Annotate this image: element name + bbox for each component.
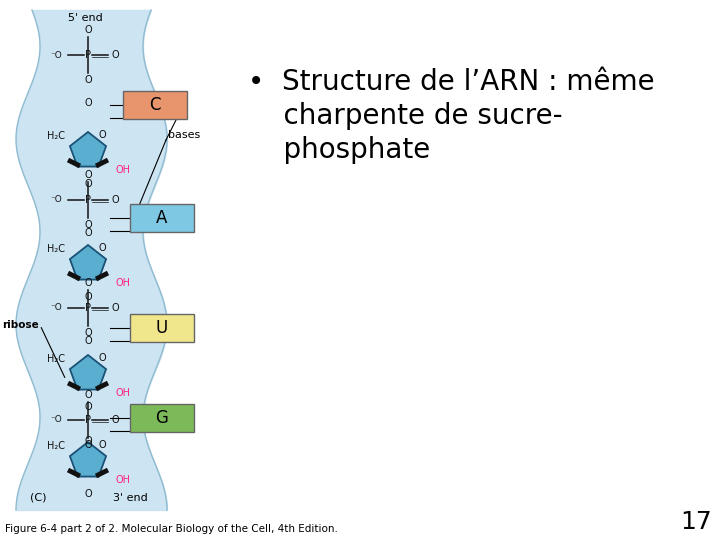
Text: O: O <box>84 170 92 180</box>
Text: 3' end: 3' end <box>112 493 148 503</box>
Text: O: O <box>98 353 106 363</box>
Text: H₂C: H₂C <box>47 131 65 141</box>
Text: O: O <box>84 25 92 35</box>
Text: O: O <box>84 292 92 302</box>
Text: (C): (C) <box>30 493 46 503</box>
FancyBboxPatch shape <box>123 91 187 119</box>
Text: O: O <box>84 278 92 288</box>
Text: O: O <box>84 436 92 446</box>
Text: O: O <box>84 440 92 450</box>
Text: G: G <box>156 409 168 427</box>
Text: OH: OH <box>116 278 131 288</box>
Text: ⁻O: ⁻O <box>50 303 62 313</box>
Text: P: P <box>85 303 91 313</box>
Polygon shape <box>70 132 106 166</box>
Text: O: O <box>98 440 106 450</box>
Text: O: O <box>84 390 92 400</box>
Text: 17: 17 <box>680 510 712 534</box>
Text: A: A <box>156 209 168 227</box>
Text: O: O <box>84 489 92 499</box>
Text: ribose: ribose <box>2 320 39 330</box>
Text: O: O <box>84 179 92 189</box>
Text: O: O <box>84 75 92 85</box>
Text: 5' end: 5' end <box>68 13 102 23</box>
Text: O: O <box>84 402 92 412</box>
Text: P: P <box>85 50 91 60</box>
Text: ⁻O: ⁻O <box>50 415 62 424</box>
Text: phosphate: phosphate <box>248 136 431 164</box>
Text: O: O <box>111 195 119 205</box>
Text: U: U <box>156 319 168 337</box>
Text: OH: OH <box>116 165 131 175</box>
Text: •  Structure de l’ARN : même: • Structure de l’ARN : même <box>248 68 654 96</box>
Text: P: P <box>85 415 91 425</box>
Text: O: O <box>98 243 106 253</box>
Text: O: O <box>84 220 92 230</box>
FancyBboxPatch shape <box>130 314 194 342</box>
Text: O: O <box>98 130 106 140</box>
Text: P: P <box>85 195 91 205</box>
Text: C: C <box>149 96 161 114</box>
Text: O: O <box>111 415 119 425</box>
Text: O: O <box>84 328 92 338</box>
FancyBboxPatch shape <box>130 404 194 432</box>
Polygon shape <box>70 355 106 389</box>
FancyBboxPatch shape <box>130 204 194 232</box>
Text: H₂C: H₂C <box>47 441 65 451</box>
Text: O: O <box>111 303 119 313</box>
Text: charpente de sucre-: charpente de sucre- <box>248 102 562 130</box>
Text: O: O <box>84 336 92 347</box>
Text: OH: OH <box>116 475 131 485</box>
Polygon shape <box>70 245 106 280</box>
Text: O: O <box>84 98 92 109</box>
Text: Figure 6-4 part 2 of 2. Molecular Biology of the Cell, 4th Edition.: Figure 6-4 part 2 of 2. Molecular Biolog… <box>5 524 338 534</box>
Text: ⁻O: ⁻O <box>50 51 62 59</box>
Text: H₂C: H₂C <box>47 354 65 364</box>
Text: ⁻O: ⁻O <box>50 195 62 205</box>
Text: H₂C: H₂C <box>47 244 65 254</box>
Polygon shape <box>70 442 106 477</box>
Text: O: O <box>111 50 119 60</box>
Text: O: O <box>84 227 92 238</box>
Text: OH: OH <box>116 388 131 398</box>
Text: bases: bases <box>168 130 200 140</box>
